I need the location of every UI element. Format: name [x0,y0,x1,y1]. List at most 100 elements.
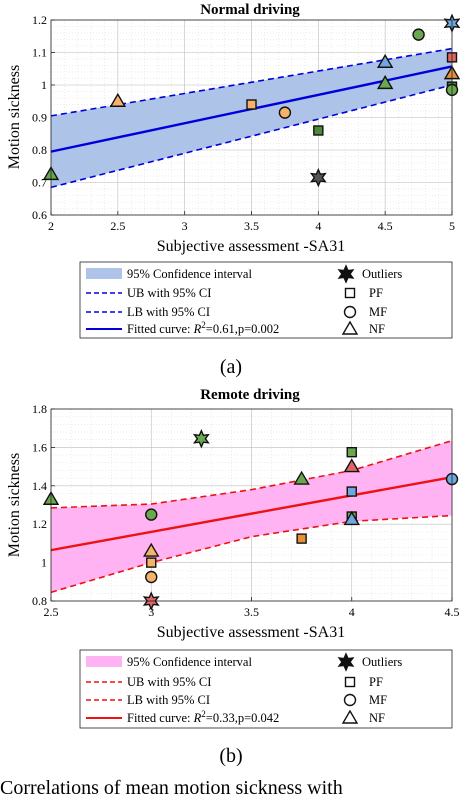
legend-ub-label: UB with 95% CI [127,675,211,689]
legend-marker-outliers [337,264,355,284]
caption: (b) [219,745,242,767]
x-tick-label: 4.5 [378,219,393,233]
confidence-band [51,48,452,188]
legend: 95% Confidence interval UB with 95% CI L… [79,649,453,729]
upper-bound-line [50,47,453,117]
legend-ci-label: 95% Confidence interval [127,267,252,281]
data-point-triangle [376,74,394,90]
plot-frame [50,19,453,216]
data-point-triangle [343,511,360,526]
legend-ub-label: UB with 95% CI [127,286,211,300]
chart-title: Normal driving [200,2,300,18]
legend-swatch-ci [86,656,122,667]
data-point-triangle [109,92,127,107]
legend-fit-label: Fitted curve: R2=0.61,p=0.002 [127,320,279,336]
x-tick-label: 4.5 [445,605,460,619]
footer-text: Correlations of mean motion sickness wit… [0,777,343,796]
x-tick-label: 4 [315,219,321,233]
legend-nf-label: NF [369,322,385,336]
data-point-square [313,125,324,136]
legend-fit-label: Fitted curve: R2=0.33,p=0.042 [127,709,279,725]
x-axis-label: Subjective assessment -SA31 [157,624,345,641]
lower-bound-line [50,84,453,189]
tick-labels: 2 2.5 3 3.5 4 4.5 5 0.6 0.7 0.8 0.9 1 1.1 1.2 [32,13,455,233]
caption: (a) [220,356,242,378]
data-point-triangle [343,458,360,473]
legend-outliers-label: Outliers [362,655,402,669]
y-axis-label: Motion sickness [6,453,23,557]
legend-markers [337,264,359,335]
legend-box [79,261,453,339]
y-axis-label: Motion sickness [6,65,23,169]
fitted-curve-line [50,475,453,552]
x-tick-label: 3 [182,219,188,233]
y-tick-label: 1 [41,556,47,570]
data-point-square [346,447,357,458]
legend-pf-label: PF [369,675,383,689]
legend-ci-label: 95% Confidence interval [127,655,252,669]
x-tick-label: 2.5 [44,605,59,619]
chart-title: Remote driving [200,387,300,403]
legend-marker-outliers [337,652,355,672]
x-tick-label: 5 [449,219,455,233]
legend-marker-mf [343,305,357,319]
x-axis-label: Subjective assessment -SA31 [157,238,345,255]
data-point-circle [412,28,425,41]
data-point-circle [278,106,292,119]
x-tick-label: 2.5 [110,219,125,233]
y-tick-label: 1 [41,78,47,92]
data-point-triangle [376,53,394,68]
legend: 95% Confidence interval UB with 95% CI L… [79,261,453,339]
legend-marker-nf [341,320,359,335]
y-tick-label: 0.9 [32,111,47,125]
legend-nf-label: NF [369,711,385,725]
y-tick-label: 1.1 [32,46,47,60]
data-point-square [146,557,157,568]
data-point-star [192,429,210,449]
legend-marker-mf [343,693,357,707]
legend-marker-pf [344,287,356,299]
chart-remote-driving: Remote driving 2.5 3 3.5 4 4.5 0.8 1 1.2 1.4 1.6 1… [6,387,460,767]
x-tick-label: 2 [48,219,54,233]
y-tick-label: 0.8 [32,143,47,157]
data-point-circle [145,508,158,521]
y-tick-label: 1.2 [32,517,47,531]
y-tick-label: 0.8 [32,594,47,608]
y-tick-label: 0.7 [32,176,47,190]
legend-box [79,649,453,729]
tick-labels: 2.5 3 3.5 4 4.5 0.8 1 1.2 1.4 1.6 1.8 [32,402,460,619]
x-tick-label: 3.5 [244,605,259,619]
y-tick-label: 1.4 [32,479,47,493]
legend-markers [337,652,359,724]
legend-pf-label: PF [369,286,383,300]
legend-mf-label: MF [369,693,387,707]
x-tick-label: 3.5 [244,219,259,233]
x-tick-label: 4 [349,605,355,619]
legend-lb-label: LB with 95% CI [127,693,210,707]
fit-lines [50,439,453,594]
data-point-square [346,486,357,497]
lower-bound-line [50,514,453,594]
chart-normal-driving: Normal driving 2 2.5 3 3.5 4 4.5 5 0.6 0.7 0.8 0.9… [6,2,460,378]
y-tick-label: 1.8 [32,402,47,416]
y-tick-label: 1.2 [32,13,47,27]
legend-swatch-ci [86,268,122,279]
data-point-circle [145,570,158,584]
plot-frame [50,408,453,602]
data-point-star [309,167,327,188]
y-tick-label: 1.6 [32,440,47,454]
data-point-triangle [293,470,310,485]
data-point-square [296,533,307,544]
legend-lb-label: LB with 95% CI [127,305,210,319]
legend-marker-pf [344,676,356,688]
y-tick-label: 0.6 [32,208,47,222]
data-point-triangle [143,542,160,557]
legend-outliers-label: Outliers [362,267,402,281]
legend-marker-nf [341,709,359,724]
data-point-square [246,99,257,110]
legend-mf-label: MF [369,305,387,319]
x-tick-label: 3 [148,605,154,619]
confidence-band-area [51,48,452,188]
upper-bound-line [50,439,453,509]
